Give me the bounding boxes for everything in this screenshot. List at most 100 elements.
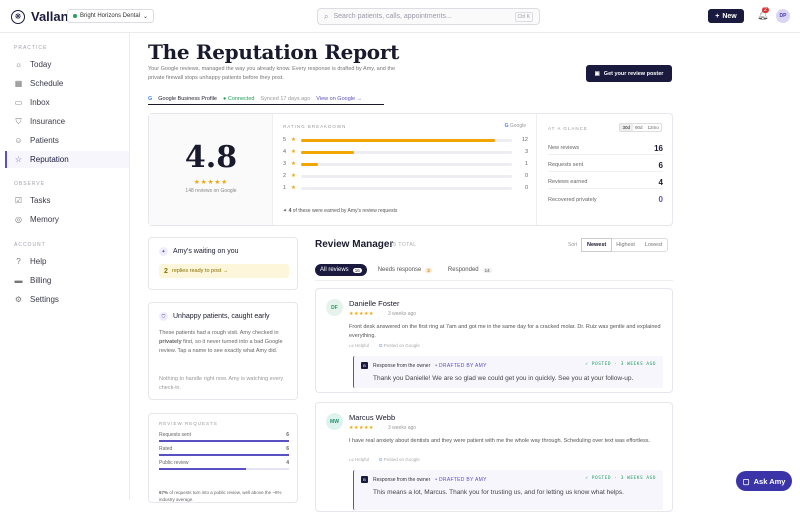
gear-icon: ⚙	[14, 295, 23, 304]
glance-heading: AT A GLANCE	[548, 126, 588, 131]
glance-value: 16	[654, 143, 663, 153]
connected-status: ● Connected	[222, 95, 255, 102]
waiting-title-text: Amy's waiting on you	[173, 248, 239, 255]
sidebar-item-label: Billing	[30, 276, 52, 285]
rating-bar-row: 1 ★ 0	[283, 184, 528, 192]
view-on-google-link[interactable]: View on Google →	[316, 95, 363, 102]
helpful-button[interactable]: 👍︎ Helpful	[349, 457, 369, 462]
tab-count: 2	[425, 267, 432, 273]
tab-label: Responded	[447, 267, 479, 273]
sidebar-section-practice: PRACTICE	[14, 45, 48, 51]
sort-highest[interactable]: Highest	[616, 242, 635, 248]
review-text: Front desk answered on the first ring at…	[349, 324, 661, 339]
breakdown-heading: RATING BREAKDOWN	[283, 124, 347, 129]
review-manager-title: Review Manager	[315, 239, 394, 250]
reviewer-name[interactable]: Danielle Foster	[349, 299, 400, 308]
sidebar-item-help[interactable]: ? Help	[5, 253, 129, 270]
sidebar-item-billing[interactable]: ▬ Billing	[5, 272, 129, 289]
new-button-label: New	[722, 12, 737, 20]
review-total-count: 16 TOTAL	[390, 242, 417, 248]
request-bar-fill	[159, 440, 289, 442]
sidebar-item-label: Help	[30, 257, 47, 266]
rating-bar-row: 3 ★ 1	[283, 160, 528, 168]
reviewer-name[interactable]: Marcus Webb	[349, 413, 396, 422]
sidebar-item-label: Insurance	[30, 117, 66, 126]
calendar-icon: ▦	[14, 79, 23, 88]
sidebar-item-insurance[interactable]: ⛉ Insurance	[5, 113, 129, 130]
replies-ready-link[interactable]: 2 replies ready to post →	[159, 264, 289, 278]
sidebar-item-tasks[interactable]: ☑ Tasks	[5, 192, 129, 209]
search-bar[interactable]: ⌕ Search patients, calls, appointments..…	[317, 8, 540, 25]
sidebar-item-label: Schedule	[30, 79, 64, 88]
requests-note-text: of requests turn into a public review, w…	[159, 490, 282, 502]
chevron-down-icon: ⌄	[143, 13, 149, 20]
range-12mo[interactable]: 12mo	[647, 125, 659, 130]
tab-all-reviews[interactable]: All reviews 16	[315, 264, 367, 276]
request-label: Rated	[159, 446, 173, 452]
new-button[interactable]: + New	[708, 9, 744, 23]
app-name: Vallan	[31, 9, 69, 24]
requests-note-bold: 67%	[159, 490, 169, 495]
status-dot-icon	[73, 14, 77, 18]
rating-bar-fill	[301, 162, 318, 166]
page-subtitle: Your Google reviews, managed the way you…	[148, 66, 396, 81]
unhappy-title: ⛉ Unhappy patients, caught early	[159, 312, 270, 321]
star-count: 0	[524, 173, 528, 179]
unhappy-text-pre: These patients had a rough visit. Amy ch…	[159, 330, 279, 336]
sidebar-item-settings[interactable]: ⚙ Settings	[5, 291, 129, 308]
glance-row: Recovered privately 0	[548, 193, 663, 206]
synced-text: Synced 17 days ago	[260, 95, 311, 102]
rating-bar-fill	[301, 138, 496, 142]
glance-label: Reviews earned	[548, 179, 588, 185]
tab-responded[interactable]: Responded 14	[443, 264, 497, 276]
unhappy-empty-state: Nothing to handle right now. Amy is watc…	[159, 376, 284, 391]
ask-amy-label: Ask Amy	[753, 476, 786, 486]
waiting-card: ✦ Amy's waiting on you 2 replies ready to …	[148, 237, 298, 290]
request-bar-fill	[159, 454, 289, 456]
app-logo[interactable]: ❋ Vallan	[11, 9, 69, 24]
sidebar-item-memory[interactable]: ◎ Memory	[5, 211, 129, 228]
review-stars-icon: ★★★★★	[349, 425, 374, 431]
rating-bar-row: 5 ★ 12	[283, 136, 528, 144]
star-count: 12	[521, 137, 528, 143]
rating-bar-track	[301, 174, 512, 178]
request-label: Requests sent	[159, 432, 191, 438]
card-icon: ▬	[14, 276, 23, 285]
owner-badge-icon: B	[361, 362, 368, 369]
unhappy-text-bold: privately	[159, 339, 182, 345]
practice-name: Bright Horizons Dental	[80, 13, 141, 19]
sort-newest[interactable]: Newest	[582, 239, 612, 251]
sort-lowest[interactable]: Lowest	[644, 242, 663, 248]
rating-bar-row: 4 ★ 3	[283, 148, 528, 156]
range-30d[interactable]: 30d	[620, 124, 633, 131]
glance-value: 4	[658, 177, 663, 187]
star-icon: ☆	[14, 155, 23, 164]
connected-label: Connected	[227, 95, 255, 102]
shield-icon: ⛉	[159, 312, 168, 321]
helpful-button[interactable]: 👍︎ Helpful	[349, 343, 369, 348]
sidebar-item-reputation[interactable]: ☆ Reputation	[5, 151, 129, 168]
sidebar-item-patients[interactable]: ☺ Patients	[5, 132, 129, 149]
checklist-icon: ☑	[14, 196, 23, 205]
request-row: Rated 6	[159, 446, 289, 456]
search-input[interactable]: Search patients, calls, appointments...	[333, 13, 452, 20]
review-poster-button[interactable]: ▣ Get your review poster	[586, 65, 672, 82]
notifications-button[interactable]: 🔔︎ 2	[757, 7, 769, 21]
avatar[interactable]: DP	[776, 9, 790, 23]
breakdown-note: ✦ 4 of these were earned by Amy's review…	[283, 208, 398, 214]
tab-needs-response[interactable]: Needs response 2	[373, 264, 437, 276]
chat-icon: ▢	[742, 476, 750, 486]
star-level: 5	[283, 137, 287, 143]
user-icon: ☺	[14, 136, 23, 145]
sidebar-item-label: Tasks	[30, 196, 51, 205]
sort-label: Sort	[568, 242, 578, 248]
range-90d[interactable]: 90d	[635, 125, 643, 130]
sidebar-item-inbox[interactable]: ▭ Inbox	[5, 94, 129, 111]
sidebar-item-today[interactable]: ☼ Today	[5, 56, 129, 73]
practice-selector[interactable]: Bright Horizons Dental ⌄	[67, 9, 155, 23]
response-status: ✓ POSTED · 3 WEEKS AGO	[585, 362, 656, 367]
rating-bar-track	[301, 150, 512, 154]
ask-amy-button[interactable]: ▢ Ask Amy	[736, 471, 792, 491]
sidebar-item-schedule[interactable]: ▦ Schedule	[5, 75, 129, 92]
breakdown-note-text: of these were earned by Amy's review req…	[292, 208, 398, 214]
